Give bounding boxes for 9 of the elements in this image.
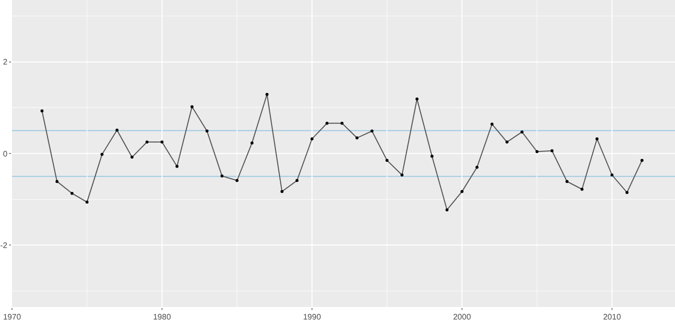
- x-tick-label: 1980: [153, 312, 172, 322]
- x-tick-label: 2010: [603, 312, 622, 322]
- x-tick-label: 2000: [453, 312, 472, 322]
- y-tick-label: 0: [2, 149, 8, 158]
- y-tick-label: -2: [0, 240, 8, 250]
- x-tick-label: 1990: [303, 312, 322, 322]
- x-tick-label: 1970: [3, 312, 22, 322]
- y-tick-label: 2: [2, 58, 8, 67]
- line-series: [40, 92, 644, 212]
